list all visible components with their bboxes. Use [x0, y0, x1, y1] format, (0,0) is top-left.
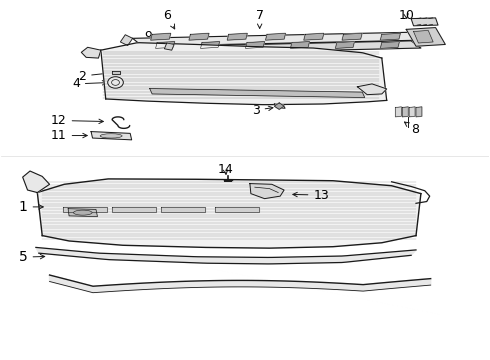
Text: 6: 6 [163, 9, 175, 29]
Polygon shape [133, 41, 421, 54]
Polygon shape [101, 43, 387, 105]
Polygon shape [357, 84, 387, 95]
Polygon shape [156, 41, 174, 48]
Text: 5: 5 [19, 250, 45, 264]
Polygon shape [416, 107, 422, 117]
Polygon shape [81, 47, 101, 58]
Polygon shape [215, 207, 259, 212]
Polygon shape [112, 71, 121, 74]
Polygon shape [342, 33, 362, 40]
Ellipse shape [74, 210, 92, 215]
Polygon shape [200, 41, 220, 48]
Polygon shape [402, 107, 408, 117]
Text: 10: 10 [398, 9, 414, 22]
Polygon shape [112, 207, 156, 212]
Text: 7: 7 [256, 9, 264, 28]
Polygon shape [395, 107, 401, 117]
Text: 12: 12 [51, 114, 103, 127]
Polygon shape [291, 41, 310, 48]
Polygon shape [250, 184, 284, 199]
Polygon shape [227, 33, 247, 40]
Polygon shape [380, 41, 399, 48]
Polygon shape [121, 35, 133, 45]
Ellipse shape [100, 134, 122, 138]
Polygon shape [304, 33, 324, 40]
Polygon shape [161, 207, 205, 212]
Polygon shape [411, 18, 438, 26]
Polygon shape [49, 275, 431, 293]
Text: 13: 13 [293, 189, 329, 202]
Polygon shape [189, 33, 209, 40]
Polygon shape [409, 107, 415, 117]
Polygon shape [150, 89, 365, 98]
Polygon shape [133, 32, 421, 46]
Polygon shape [68, 209, 98, 217]
Text: 2: 2 [78, 69, 112, 82]
Polygon shape [36, 247, 416, 264]
Polygon shape [164, 43, 174, 50]
Text: 8: 8 [404, 122, 419, 136]
Text: 9: 9 [144, 30, 161, 43]
Circle shape [108, 77, 123, 88]
Polygon shape [406, 28, 445, 46]
Text: 14: 14 [218, 163, 233, 176]
Polygon shape [335, 41, 354, 48]
Polygon shape [380, 33, 400, 40]
Text: 3: 3 [252, 104, 273, 117]
Polygon shape [91, 132, 132, 140]
Text: 11: 11 [51, 129, 87, 142]
Polygon shape [63, 207, 107, 212]
Polygon shape [23, 171, 49, 193]
Polygon shape [151, 33, 171, 40]
Polygon shape [414, 31, 433, 43]
Polygon shape [266, 33, 286, 40]
Polygon shape [245, 41, 265, 48]
Text: 1: 1 [19, 200, 43, 214]
Polygon shape [37, 179, 421, 248]
Polygon shape [274, 103, 284, 109]
Polygon shape [274, 104, 285, 108]
Text: 4: 4 [72, 77, 107, 90]
